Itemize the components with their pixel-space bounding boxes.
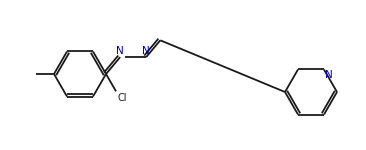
Text: N: N (116, 46, 124, 56)
Text: Cl: Cl (117, 93, 127, 103)
Text: N: N (142, 46, 150, 56)
Text: N: N (325, 70, 333, 81)
